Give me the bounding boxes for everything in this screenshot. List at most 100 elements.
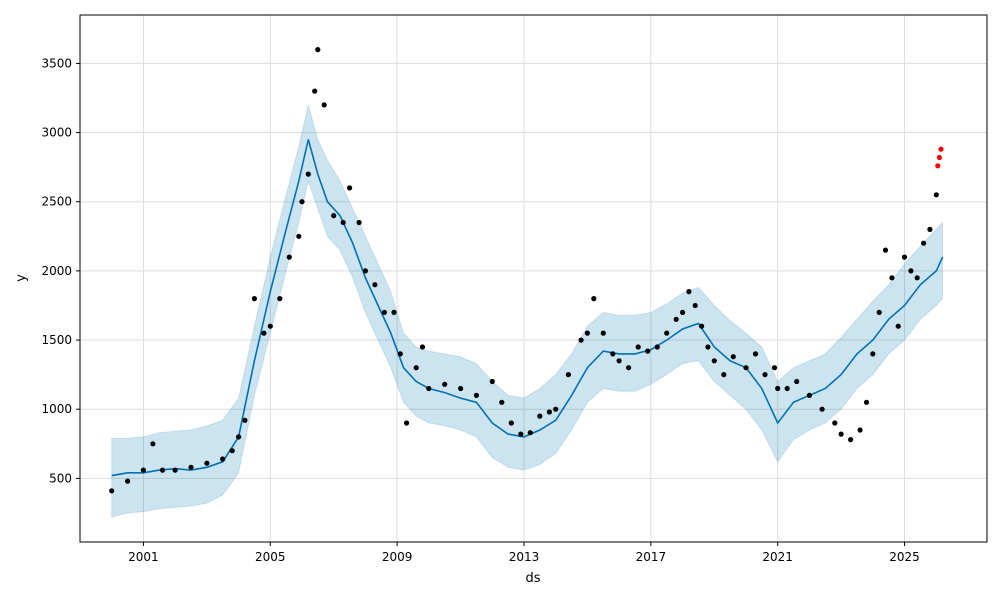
- observed-point: [267, 323, 273, 329]
- observed-point: [686, 289, 692, 295]
- x-tick-label: 2009: [382, 550, 413, 564]
- observed-point: [705, 344, 711, 350]
- plot-frame: [79, 14, 988, 543]
- observed-point: [299, 199, 305, 205]
- observed-point: [236, 434, 242, 440]
- observed-point: [711, 358, 717, 364]
- observed-point: [819, 406, 825, 412]
- observed-point: [172, 467, 178, 473]
- observed-point: [775, 385, 781, 392]
- observed-point: [784, 385, 790, 392]
- observed-point: [721, 372, 727, 378]
- observed-point: [413, 365, 419, 371]
- observed-point: [832, 420, 838, 426]
- observed-point: [321, 102, 327, 108]
- observed-point: [889, 275, 895, 281]
- observed-point: [140, 467, 146, 473]
- observed-point: [312, 88, 318, 94]
- observed-point: [277, 296, 283, 302]
- gridlines: [80, 15, 987, 542]
- y-axis-label: y: [14, 274, 29, 282]
- y-tick-label: 1500: [41, 333, 72, 347]
- observed-point: [692, 302, 698, 309]
- y-tick-label: 2500: [41, 195, 72, 209]
- observed-point: [315, 47, 321, 53]
- observed-point: [654, 344, 660, 350]
- observed-point: [901, 254, 908, 260]
- observed-point: [565, 372, 572, 378]
- observed-point: [391, 309, 397, 315]
- observed-point: [150, 441, 156, 447]
- observed-point: [356, 219, 362, 226]
- observed-point: [635, 344, 641, 350]
- interval-band: [111, 104, 944, 518]
- axes: 2001 2005 2009 2013 2017 2021 2025 500 1000 1500 2…: [41, 56, 919, 564]
- observed-point: [680, 309, 686, 315]
- y-tick-label: 3000: [41, 126, 72, 140]
- observed-point: [419, 344, 426, 350]
- observed-point: [296, 233, 302, 239]
- uncertainty-band: [111, 104, 944, 518]
- observed-point: [188, 464, 194, 470]
- observed-point: [882, 247, 889, 253]
- x-tick-label: 2025: [889, 550, 920, 564]
- x-axis-label: ds: [525, 571, 540, 586]
- y-tick-label: 2000: [41, 264, 72, 278]
- observed-point: [305, 171, 311, 177]
- highlight-point: [938, 146, 944, 152]
- y-tick-label: 1000: [41, 402, 72, 416]
- forecast-line-path: [111, 139, 944, 477]
- observed-point: [261, 330, 267, 336]
- observed-point: [159, 467, 166, 473]
- observed-point: [752, 351, 759, 357]
- observed-point: [426, 385, 432, 392]
- observed-point: [331, 213, 337, 219]
- observed-point: [863, 399, 870, 405]
- observed-point: [109, 488, 115, 494]
- forecast-line: [111, 139, 944, 477]
- x-tick-label: 2001: [128, 550, 159, 564]
- observed-point: [508, 420, 514, 426]
- observed-point: [584, 330, 591, 336]
- highlight-point: [936, 154, 943, 161]
- observed-point: [895, 323, 901, 329]
- observed-point: [762, 372, 768, 378]
- observed-point: [610, 351, 616, 357]
- y-tick-label: 500: [49, 471, 72, 485]
- observed-point: [251, 296, 257, 302]
- observed-point: [876, 309, 882, 315]
- observed-point: [921, 240, 927, 246]
- observed-point: [908, 268, 914, 274]
- observed-point: [933, 192, 939, 198]
- observed-point: [404, 420, 410, 426]
- y-tick-label: 3500: [41, 56, 72, 70]
- x-tick-label: 2013: [509, 550, 540, 564]
- observed-point: [489, 378, 495, 385]
- observed-point: [664, 330, 670, 336]
- observed-point: [381, 309, 387, 315]
- observed-point: [699, 323, 705, 329]
- observed-point: [645, 348, 651, 354]
- observed-point: [527, 430, 533, 436]
- observed-point: [473, 392, 479, 398]
- observed-point: [362, 268, 368, 274]
- x-tick-label: 2005: [255, 550, 286, 564]
- observed-point: [546, 409, 553, 415]
- observed-point: [397, 351, 403, 357]
- observed-point: [848, 437, 854, 443]
- observed-point: [771, 365, 778, 371]
- observed-point: [806, 392, 813, 398]
- observed-point: [242, 417, 248, 423]
- observed-point: [870, 351, 876, 357]
- observed-point: [838, 431, 844, 437]
- observed-point: [442, 381, 448, 387]
- observed-point: [125, 478, 131, 484]
- observed-point: [537, 413, 543, 419]
- observed-point: [914, 275, 920, 281]
- highlight-point: [935, 163, 941, 169]
- observed-point: [458, 385, 464, 392]
- observed-point: [204, 460, 210, 466]
- observed-point: [553, 406, 559, 412]
- observed-point: [499, 399, 505, 405]
